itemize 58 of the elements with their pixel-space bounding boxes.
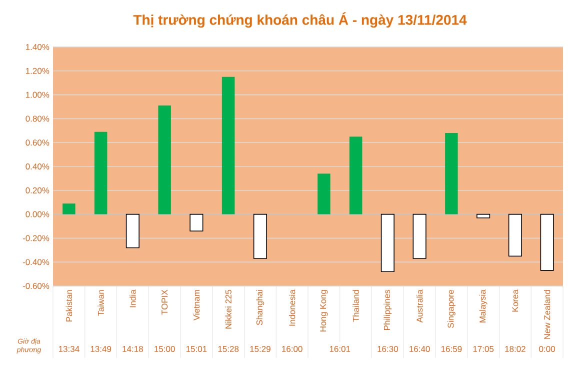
- text: 15:29: [250, 346, 270, 352]
- x-tick-label: New Zealand: [544, 290, 550, 339]
- y-tick-label: -0.20%: [22, 235, 50, 242]
- bar: [318, 174, 330, 214]
- x-tick-label: Australia: [416, 290, 423, 323]
- text: 16:01: [330, 346, 350, 352]
- text: 15:28: [218, 346, 239, 352]
- bar: [476, 214, 490, 218]
- text: 16:00: [282, 346, 302, 352]
- x-tick-label: Vietnam: [193, 290, 200, 321]
- text: 14:18: [122, 346, 143, 352]
- y-tick-label: 0.80%: [26, 116, 50, 122]
- bar: [158, 106, 171, 214]
- bar: [380, 214, 394, 272]
- x-tick-label: Korea: [512, 290, 518, 312]
- text: 16:30: [378, 346, 398, 352]
- text: 16:40: [410, 346, 430, 352]
- x-tick-label: Singapore: [447, 290, 456, 328]
- bar: [445, 133, 458, 214]
- x-tick-label: Pakistan: [66, 290, 72, 322]
- y-tick-label: 0.60%: [26, 140, 50, 146]
- text: 16:59: [441, 346, 462, 352]
- x-tick-label: TOPIX: [162, 290, 168, 315]
- x-tick-label: Indonesia: [288, 290, 296, 326]
- y-tick-label: -0.40%: [22, 259, 50, 266]
- text: 18:02: [505, 346, 526, 352]
- bar: [540, 214, 554, 271]
- x-tick-label: Thailand: [352, 290, 359, 322]
- x-tick-label: Hong Kong: [320, 290, 328, 332]
- text: 15:01: [186, 346, 207, 352]
- text: 13:49: [90, 346, 112, 352]
- x-tick-label: Nikkei 225: [225, 290, 232, 329]
- bar: [190, 214, 204, 232]
- x-tick-label: Taiwan: [98, 290, 104, 316]
- bar: [94, 132, 108, 214]
- bar: [412, 214, 426, 259]
- bar: [349, 136, 362, 214]
- y-tick-label: 0.20%: [26, 187, 50, 194]
- bar: [126, 214, 140, 248]
- bar: [222, 76, 235, 214]
- text: 17:05: [473, 346, 494, 352]
- x-tick-label: Philippines: [384, 290, 392, 330]
- text: 13:34: [58, 346, 80, 352]
- bar: [508, 214, 522, 257]
- x-tick-label: Shanghai: [256, 290, 264, 326]
- bar: [253, 214, 267, 259]
- text: 15:00: [154, 346, 175, 352]
- x-tick-label: Malaysia: [479, 290, 488, 322]
- y-tick-label: 1.20%: [26, 68, 50, 74]
- y-tick-label: 0.00%: [26, 211, 50, 218]
- y-tick-label: 0.40%: [26, 163, 50, 170]
- y-tick-label: -0.60%: [22, 282, 50, 289]
- y-tick-label: 1.40%: [26, 44, 50, 50]
- y-tick-label: 1.00%: [26, 92, 50, 98]
- chart-title: Thị trường chứng khoán châu Á - ngày 13/11/2014: [133, 12, 467, 28]
- text: 0:00: [539, 346, 555, 352]
- x-tick-label: India: [130, 290, 136, 308]
- bar: [62, 204, 76, 214]
